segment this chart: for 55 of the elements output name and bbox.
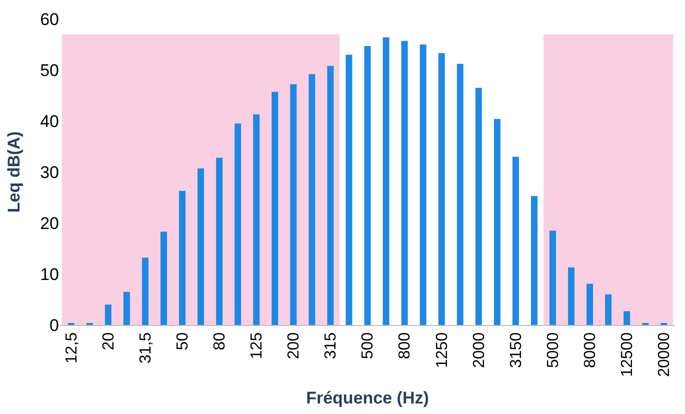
x-tick-label: 125 [248,332,266,360]
x-tick-label: 20 [100,332,118,350]
bar [253,114,260,325]
bar [586,284,594,325]
bar [142,258,148,325]
y-tick-label: 10 [40,264,59,284]
bar [568,267,575,325]
bar [401,40,408,325]
bar [494,118,500,325]
y-tick-label: 20 [40,214,59,233]
bar [475,88,482,325]
bar [198,168,204,325]
bar [234,124,242,325]
y-tick-label: 50 [40,60,59,80]
bar [290,84,297,325]
x-tick-label: 20000 [656,332,674,377]
y-tick-label: 0 [50,316,59,335]
x-tick-label: 315 [322,332,340,360]
bar [512,156,519,325]
x-tick-label: 31,5 [137,332,154,364]
x-tick-label: 8000 [582,332,599,368]
bar [179,190,186,325]
bar [456,64,464,325]
x-tick-label: 1250 [434,332,451,368]
x-axis-title: Fréquence (Hz) [306,388,429,408]
bar [624,311,630,325]
x-tick-label: 80 [212,332,229,350]
bar [104,304,112,325]
x-tick-label: 200 [286,332,303,360]
bar [420,44,426,325]
bar [605,294,612,325]
x-tick-label: 500 [360,332,377,360]
bar [530,196,538,325]
bar [216,158,223,325]
y-axis-title: Leq dB(A) [4,131,24,213]
bar [308,74,316,325]
x-tick-label: 50 [174,332,192,350]
y-tick-label: 60 [40,10,59,29]
bar [346,54,352,325]
x-tick-label: 2000 [470,332,488,368]
bar [364,46,371,325]
y-tick-label: 30 [40,162,59,182]
x-tick-label: 5000 [544,332,562,368]
bar [272,92,278,325]
x-tick-label: 800 [396,332,414,360]
x-tick-label: 3150 [508,332,525,368]
x-tick-label: 12,5 [63,332,80,364]
x-tick-label: 12500 [619,332,636,377]
y-tick-label: 40 [40,112,59,131]
bar [327,66,334,325]
bar [160,232,167,325]
bar [382,37,390,325]
bar [550,230,556,325]
bar [438,53,445,325]
bar [123,292,130,325]
